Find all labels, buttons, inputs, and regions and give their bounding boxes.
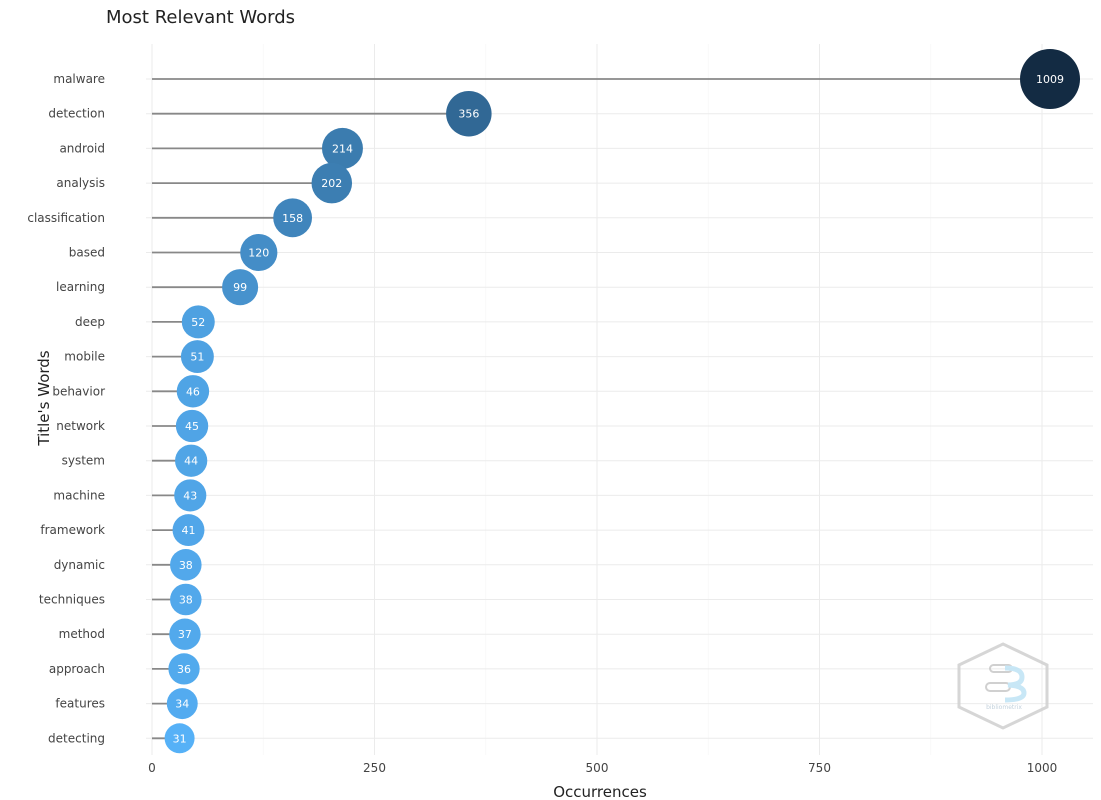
data-label-framework: 41	[181, 524, 195, 537]
y-tick-label: techniques	[39, 593, 105, 607]
y-tick-labels: malware detection android analysis classific…	[27, 72, 105, 745]
bubble-malware	[1020, 49, 1081, 109]
bubble-techniques	[170, 583, 202, 616]
data-label-techniques: 38	[179, 594, 193, 607]
data-label-system: 44	[184, 455, 198, 468]
data-label-approach: 36	[177, 663, 191, 676]
y-tick-label: behavior	[52, 384, 105, 398]
bubble-deep	[181, 305, 215, 339]
y-tick-label: based	[69, 246, 105, 260]
bubble-android	[321, 127, 363, 169]
y-tick-label: android	[59, 141, 105, 155]
y-tick-label: features	[55, 697, 105, 711]
bubble-features	[166, 688, 198, 720]
x-tick-labels: 0 250 500 750 1000	[148, 761, 1057, 775]
data-label-detection: 356	[458, 108, 479, 121]
data-label-analysis: 202	[321, 177, 342, 190]
y-tick-label: dynamic	[54, 558, 105, 572]
bubble-approach	[168, 653, 200, 685]
data-label-malware: 1009	[1036, 73, 1064, 86]
x-tick-label: 500	[586, 761, 609, 775]
bubble-analysis	[311, 162, 353, 204]
bubble-detecting	[164, 723, 195, 754]
bubble-system	[175, 444, 208, 477]
y-tick-label: network	[56, 419, 105, 433]
data-label-method: 37	[178, 628, 192, 641]
y-tick-label: learning	[56, 280, 105, 294]
bubble-dynamic	[170, 549, 202, 581]
data-label-network: 45	[185, 420, 199, 433]
y-tick-label: machine	[53, 488, 105, 502]
bubble-based	[240, 233, 278, 272]
y-tick-label: detecting	[48, 731, 105, 745]
y-tick-label: framework	[40, 523, 105, 537]
bubble-learning	[222, 269, 259, 306]
y-tick-label: detection	[48, 107, 105, 121]
x-tick-label: 1000	[1027, 761, 1058, 775]
bubble-method	[169, 618, 201, 650]
bubble-machine	[174, 479, 207, 512]
y-tick-label: classification	[27, 211, 105, 225]
data-label-learning: 99	[233, 281, 247, 294]
x-tick-label: 250	[363, 761, 386, 775]
y-tick-label: approach	[49, 662, 105, 676]
data-label-detecting: 31	[173, 732, 187, 745]
data-label-based: 120	[248, 247, 269, 260]
y-tick-label: method	[59, 627, 105, 641]
x-tick-label: 750	[808, 761, 831, 775]
stems	[152, 78, 1051, 740]
watermark-text: bibliometrix	[986, 704, 1022, 711]
data-label-android: 214	[332, 142, 353, 155]
data-label-dynamic: 38	[179, 559, 193, 572]
y-tick-label: analysis	[56, 176, 105, 190]
data-label-features: 34	[175, 698, 189, 711]
x-axis-title: Occurrences	[553, 783, 647, 800]
bubble-network	[175, 409, 209, 443]
data-label-machine: 43	[183, 489, 197, 502]
bubble-classification	[273, 198, 313, 238]
grid-lines	[146, 44, 1093, 755]
bubble-framework	[172, 514, 205, 547]
y-tick-label: malware	[53, 72, 105, 86]
data-label-deep: 52	[191, 316, 205, 329]
y-tick-label: mobile	[64, 350, 105, 364]
bubbles: 1009 356 214 202 158 120 99 52 51 46 45 44 43 41 38 38 3…	[164, 49, 1081, 754]
y-tick-label: system	[62, 454, 105, 468]
bubble-detection	[446, 90, 492, 137]
data-label-classification: 158	[282, 212, 303, 225]
y-tick-label: deep	[75, 315, 105, 329]
bubble-behavior	[176, 375, 210, 408]
y-axis-title: Title's Words	[35, 350, 53, 446]
chart-title: Most Relevant Words	[106, 7, 295, 28]
data-label-behavior: 46	[186, 385, 200, 398]
x-tick-label: 0	[148, 761, 156, 775]
bubble-mobile	[180, 340, 214, 374]
data-label-mobile: 51	[190, 351, 204, 364]
bibliometrix-logo: bibliometrix	[957, 642, 1049, 730]
